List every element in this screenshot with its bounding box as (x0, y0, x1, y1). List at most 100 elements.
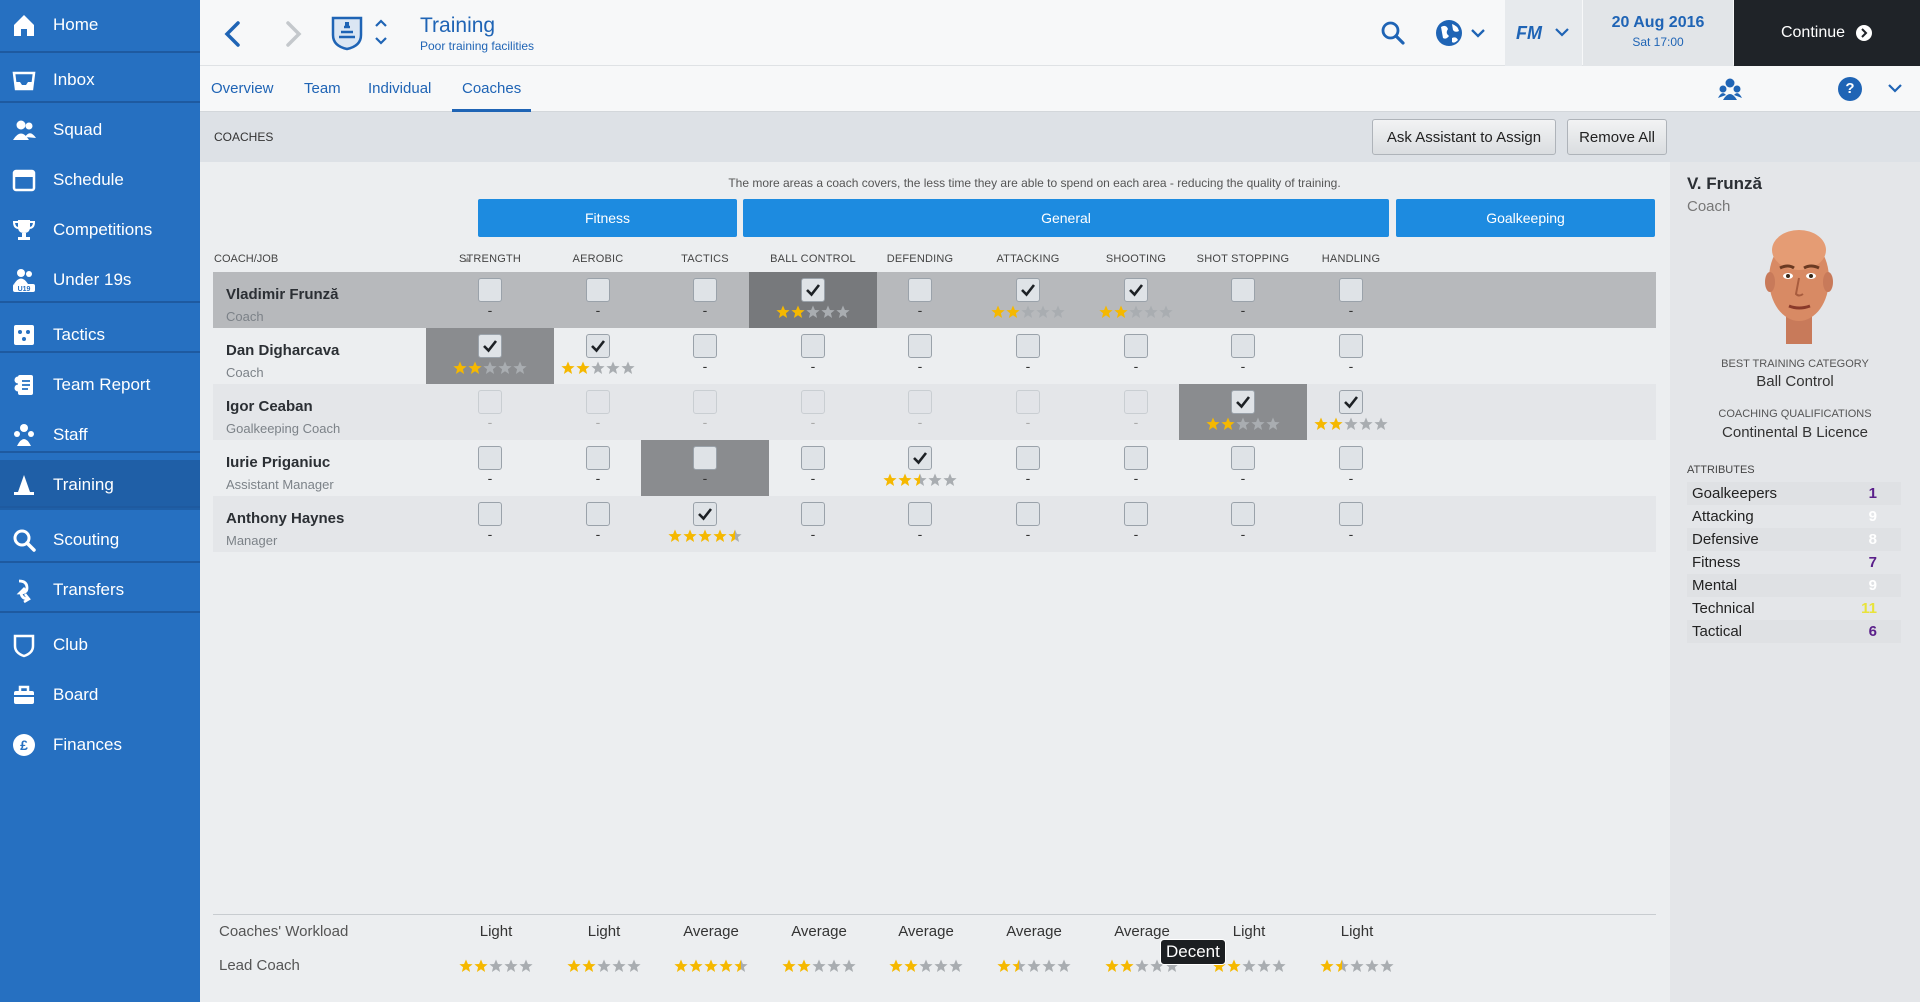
checkbox[interactable] (1016, 446, 1040, 470)
assignment-cell-attacking[interactable]: - (964, 496, 1092, 552)
column-header-attacking[interactable]: ATTACKING (996, 253, 1060, 265)
help-icon[interactable]: ? (1838, 77, 1862, 101)
assignment-cell-handling[interactable]: - (1287, 328, 1415, 384)
assignment-cell-shot-stopping[interactable]: - (1179, 272, 1307, 328)
coach-name[interactable]: Iurie Priganiuc (226, 454, 331, 471)
checkbox-checked[interactable] (586, 334, 610, 358)
checkbox-checked[interactable] (478, 334, 502, 358)
column-header-shooting[interactable]: SHOOTING (1105, 253, 1167, 265)
assignment-cell-ball-control[interactable]: - (749, 440, 877, 496)
checkbox[interactable] (693, 278, 717, 302)
column-header-tactics[interactable]: TACTICS (681, 253, 729, 265)
assignment-cell-shooting[interactable]: - (1072, 496, 1200, 552)
assignment-cell-tactics[interactable]: - (641, 384, 769, 440)
coach-row[interactable]: Vladimir Frunză Coach - - - - - - (213, 272, 1656, 328)
forward-button[interactable] (282, 20, 304, 48)
checkbox[interactable] (1231, 334, 1255, 358)
assignment-cell-shot-stopping[interactable]: - (1179, 440, 1307, 496)
tab-overview[interactable]: Overview (211, 80, 274, 97)
assignment-cell-shooting[interactable]: - (1072, 328, 1200, 384)
assignment-cell-defending[interactable]: - (856, 496, 984, 552)
assignment-cell-tactics[interactable] (641, 496, 769, 552)
group-goalkeeping[interactable]: Goalkeeping (1396, 199, 1655, 237)
checkbox-checked[interactable] (693, 502, 717, 526)
coach-name[interactable]: Anthony Haynes (226, 510, 345, 527)
assignment-cell-strength[interactable]: - (426, 440, 554, 496)
back-button[interactable] (222, 20, 244, 48)
checkbox[interactable] (478, 502, 502, 526)
coach-job-header[interactable]: COACH/JOB ▲ (214, 253, 474, 265)
checkbox-checked[interactable] (908, 446, 932, 470)
lead-coach-stars[interactable] (782, 959, 858, 973)
assignment-cell-defending[interactable]: - (856, 328, 984, 384)
continue-button[interactable]: Continue (1734, 0, 1920, 66)
coach-row[interactable]: Igor Ceaban Goalkeeping Coach - - - - - - - (213, 384, 1656, 440)
lead-coach-stars[interactable] (567, 959, 643, 973)
checkbox-checked[interactable] (1339, 390, 1363, 414)
lead-coach-stars[interactable] (889, 959, 965, 973)
assignment-cell-aerobic[interactable]: - (534, 384, 662, 440)
assignment-cell-ball-control[interactable]: - (749, 496, 877, 552)
assignment-cell-ball-control[interactable] (749, 272, 877, 328)
lead-coach-stars[interactable] (1212, 959, 1288, 973)
club-switch-arrows-icon[interactable] (373, 16, 389, 48)
staff-icon-button[interactable] (1717, 76, 1743, 102)
checkbox[interactable] (1124, 502, 1148, 526)
assignment-cell-strength[interactable]: - (426, 384, 554, 440)
assignment-cell-attacking[interactable]: - (964, 384, 1092, 440)
assignment-cell-ball-control[interactable]: - (749, 384, 877, 440)
checkbox[interactable] (478, 278, 502, 302)
checkbox[interactable] (908, 278, 932, 302)
sidebar-item-home[interactable]: Home (0, 0, 200, 50)
sidebar-item-club[interactable]: Club (0, 620, 200, 670)
lead-coach-stars[interactable] (997, 959, 1073, 973)
sidebar-item-competitions[interactable]: Competitions (0, 205, 200, 255)
assignment-cell-aerobic[interactable]: - (534, 272, 662, 328)
assignment-cell-shooting[interactable]: - (1072, 384, 1200, 440)
checkbox-checked[interactable] (1124, 278, 1148, 302)
checkbox[interactable] (1016, 502, 1040, 526)
lead-coach-stars[interactable] (1320, 959, 1396, 973)
assignment-cell-defending[interactable]: - (856, 384, 984, 440)
checkbox[interactable] (801, 446, 825, 470)
checkbox[interactable] (693, 334, 717, 358)
checkbox[interactable] (586, 278, 610, 302)
sidebar-item-team-report[interactable]: Team Report (0, 360, 200, 410)
sidebar-item-scouting[interactable]: Scouting (0, 515, 200, 565)
assignment-cell-ball-control[interactable]: - (749, 328, 877, 384)
tab-coaches[interactable]: Coaches (452, 66, 532, 112)
checkbox[interactable] (1124, 446, 1148, 470)
sidebar-item-finances[interactable]: £ Finances (0, 720, 200, 770)
sidebar-item-staff[interactable]: Staff (0, 410, 200, 460)
assignment-cell-tactics[interactable]: - (641, 328, 769, 384)
more-options-chevron-icon[interactable] (1888, 81, 1902, 95)
checkbox[interactable] (801, 334, 825, 358)
assignment-cell-handling[interactable]: - (1287, 496, 1415, 552)
assignment-cell-attacking[interactable] (964, 272, 1092, 328)
sidebar-item-under-19s[interactable]: U19 Under 19s (0, 255, 200, 305)
checkbox[interactable] (1231, 278, 1255, 302)
fm-menu-button[interactable]: FM (1505, 0, 1582, 66)
lead-coach-stars[interactable] (674, 959, 750, 973)
sidebar-item-board[interactable]: Board (0, 670, 200, 720)
remove-all-button[interactable]: Remove All (1567, 119, 1667, 155)
assignment-cell-aerobic[interactable]: - (534, 496, 662, 552)
checkbox[interactable] (1231, 446, 1255, 470)
assignment-cell-handling[interactable]: - (1287, 272, 1415, 328)
date-panel[interactable]: 20 Aug 2016 Sat 17:00 (1583, 0, 1733, 66)
assignment-cell-tactics[interactable]: - (641, 440, 769, 496)
coach-name[interactable]: Dan Digharcava (226, 342, 340, 359)
coach-name[interactable]: Vladimir Frunză (226, 286, 339, 303)
assignment-cell-strength[interactable]: - (426, 272, 554, 328)
column-header-strength[interactable]: STRENGTH (458, 253, 522, 265)
checkbox[interactable] (908, 334, 932, 358)
checkbox-checked[interactable] (1016, 278, 1040, 302)
column-header-shot-stopping[interactable]: SHOT STOPPING (1196, 253, 1290, 265)
checkbox[interactable] (801, 502, 825, 526)
group-fitness[interactable]: Fitness (478, 199, 737, 237)
tab-individual[interactable]: Individual (368, 80, 432, 97)
checkbox[interactable] (1339, 502, 1363, 526)
tab-team[interactable]: Team (304, 80, 341, 97)
assignment-cell-strength[interactable] (426, 328, 554, 384)
checkbox[interactable] (1339, 446, 1363, 470)
